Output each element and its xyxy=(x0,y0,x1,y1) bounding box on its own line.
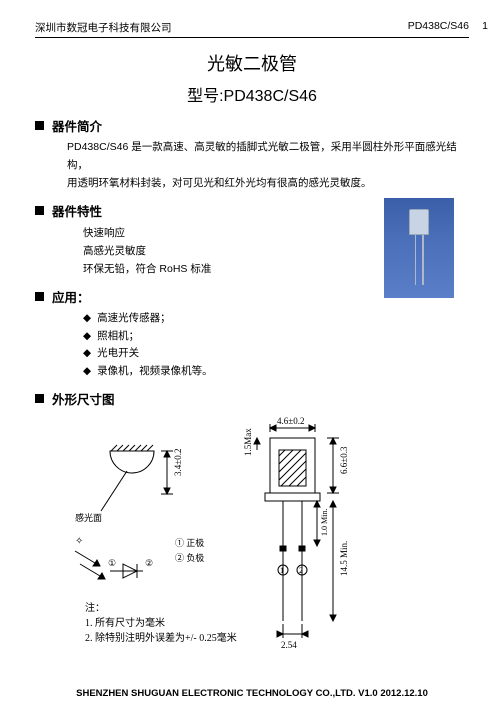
pin2-symbol: ② xyxy=(145,558,153,568)
diamond-icon: ◆ xyxy=(83,330,91,342)
svg-text:2: 2 xyxy=(299,566,303,575)
intro-line2: 用透明环氧材料封装，对可见光和红外光均有很高的感光灵敏度。 xyxy=(67,175,469,193)
app-item: ◆高速光传感器； xyxy=(83,310,469,328)
applications-list: ◆高速光传感器； ◆照相机； ◆光电开关 ◆录像机，视频录像机等。 xyxy=(35,310,469,381)
app-item: ◆光电开关 xyxy=(83,345,469,363)
dim-stop-up: 1.0 Min. xyxy=(320,509,329,536)
model-header: PD438C/S46 xyxy=(408,20,469,35)
led-lead xyxy=(422,235,424,285)
dim-top-gap: 1.5Max xyxy=(243,428,253,456)
bullet-square-icon xyxy=(35,206,44,215)
svg-text:1: 1 xyxy=(280,566,284,575)
section-outline-head: 外形尺寸图 xyxy=(35,389,469,408)
applications-heading: 应用： xyxy=(52,287,90,306)
outline-heading: 外形尺寸图 xyxy=(52,389,115,408)
label-sense-face: 感光面 xyxy=(75,512,102,523)
diamond-icon: ◆ xyxy=(83,347,91,359)
intro-body: PD438C/S46 是一款高速、高灵敏的插脚式光敏二极管，采用半圆柱外形平面感… xyxy=(35,139,469,193)
legend-cathode: ② 负极 xyxy=(175,552,204,563)
notes-head: 注： xyxy=(85,601,105,614)
product-photo-inner xyxy=(408,209,430,287)
doc-model: 型号:PD438C/S46 xyxy=(35,82,469,106)
led-lead xyxy=(415,235,417,285)
dim-pitch: 2.54 xyxy=(281,640,297,650)
bullet-square-icon xyxy=(35,394,44,403)
page-number: 1 xyxy=(482,20,488,32)
section-intro-head: 器件简介 xyxy=(35,116,469,135)
svg-text:✧: ✧ xyxy=(75,536,83,547)
page-footer: SHENZHEN SHUGUAN ELECTRONIC TECHNOLOGY C… xyxy=(0,688,504,699)
doc-title: 光敏二极管 xyxy=(35,50,469,76)
dim-body-h: 6.6±0.3 xyxy=(339,446,349,474)
legend-anode: ① 正极 xyxy=(175,537,204,548)
diamond-icon: ◆ xyxy=(83,365,91,377)
app-item: ◆录像机，视频录像机等。 xyxy=(83,363,469,381)
note1: 1. 所有尺寸为毫米 xyxy=(85,616,165,629)
dim-top-width: 4.6±0.2 xyxy=(277,416,304,426)
bullet-square-icon xyxy=(35,121,44,130)
product-photo xyxy=(384,198,454,298)
intro-line1: PD438C/S46 是一款高速、高灵敏的插脚式光敏二极管，采用半圆柱外形平面感… xyxy=(67,139,469,175)
intro-heading: 器件简介 xyxy=(52,116,102,135)
pin1-symbol: ① xyxy=(108,558,116,568)
diamond-icon: ◆ xyxy=(83,312,91,324)
features-heading: 器件特性 xyxy=(52,201,102,220)
page-header: 深圳市数冠电子科技有限公司 PD438C/S46 1 xyxy=(35,20,469,38)
dim-side-h: 3.4±0.2 xyxy=(173,449,183,476)
company-name: 深圳市数冠电子科技有限公司 xyxy=(35,20,172,35)
bullet-square-icon xyxy=(35,292,44,301)
outline-diagram: 3.4±0.2 感光面 ✧ ① ② ① 正极 ② 负极 注： 1. 所有尺寸为毫… xyxy=(35,416,469,666)
note2: 2. 除特别注明外误差为+/- 0.25毫米 xyxy=(85,631,237,644)
app-item: ◆照相机； xyxy=(83,328,469,346)
dim-lead-len: 14.5 Min. xyxy=(339,541,349,576)
led-head-shape xyxy=(409,209,429,235)
